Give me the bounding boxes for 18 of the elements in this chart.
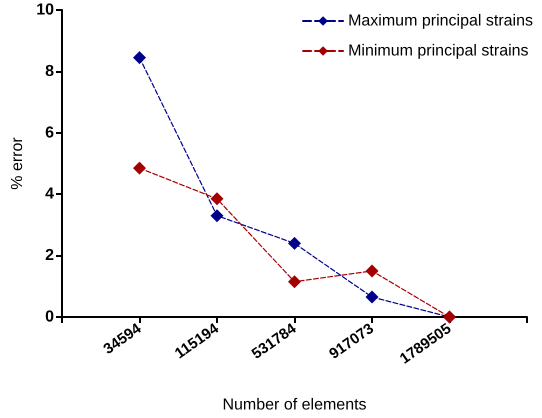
point <box>366 264 378 278</box>
y-tick-label: 0 <box>45 308 54 326</box>
y-tick-label: 2 <box>45 247 54 264</box>
legend-label: Maximum principal strains <box>348 12 533 30</box>
legend-label: Minimum principal strains <box>348 42 529 60</box>
point <box>210 209 224 222</box>
point <box>133 51 146 64</box>
y-tick-label: 6 <box>45 124 54 142</box>
y-tick-label: 10 <box>36 2 54 18</box>
point <box>210 192 224 206</box>
y-tick-label: 8 <box>45 62 54 80</box>
point <box>133 162 146 175</box>
point <box>288 236 301 250</box>
y-tick-label: 4 <box>45 186 54 203</box>
point <box>366 290 378 304</box>
x-axis-title: Number of elements <box>222 396 367 414</box>
y-axis-title: % error <box>8 136 26 190</box>
point <box>288 275 301 288</box>
